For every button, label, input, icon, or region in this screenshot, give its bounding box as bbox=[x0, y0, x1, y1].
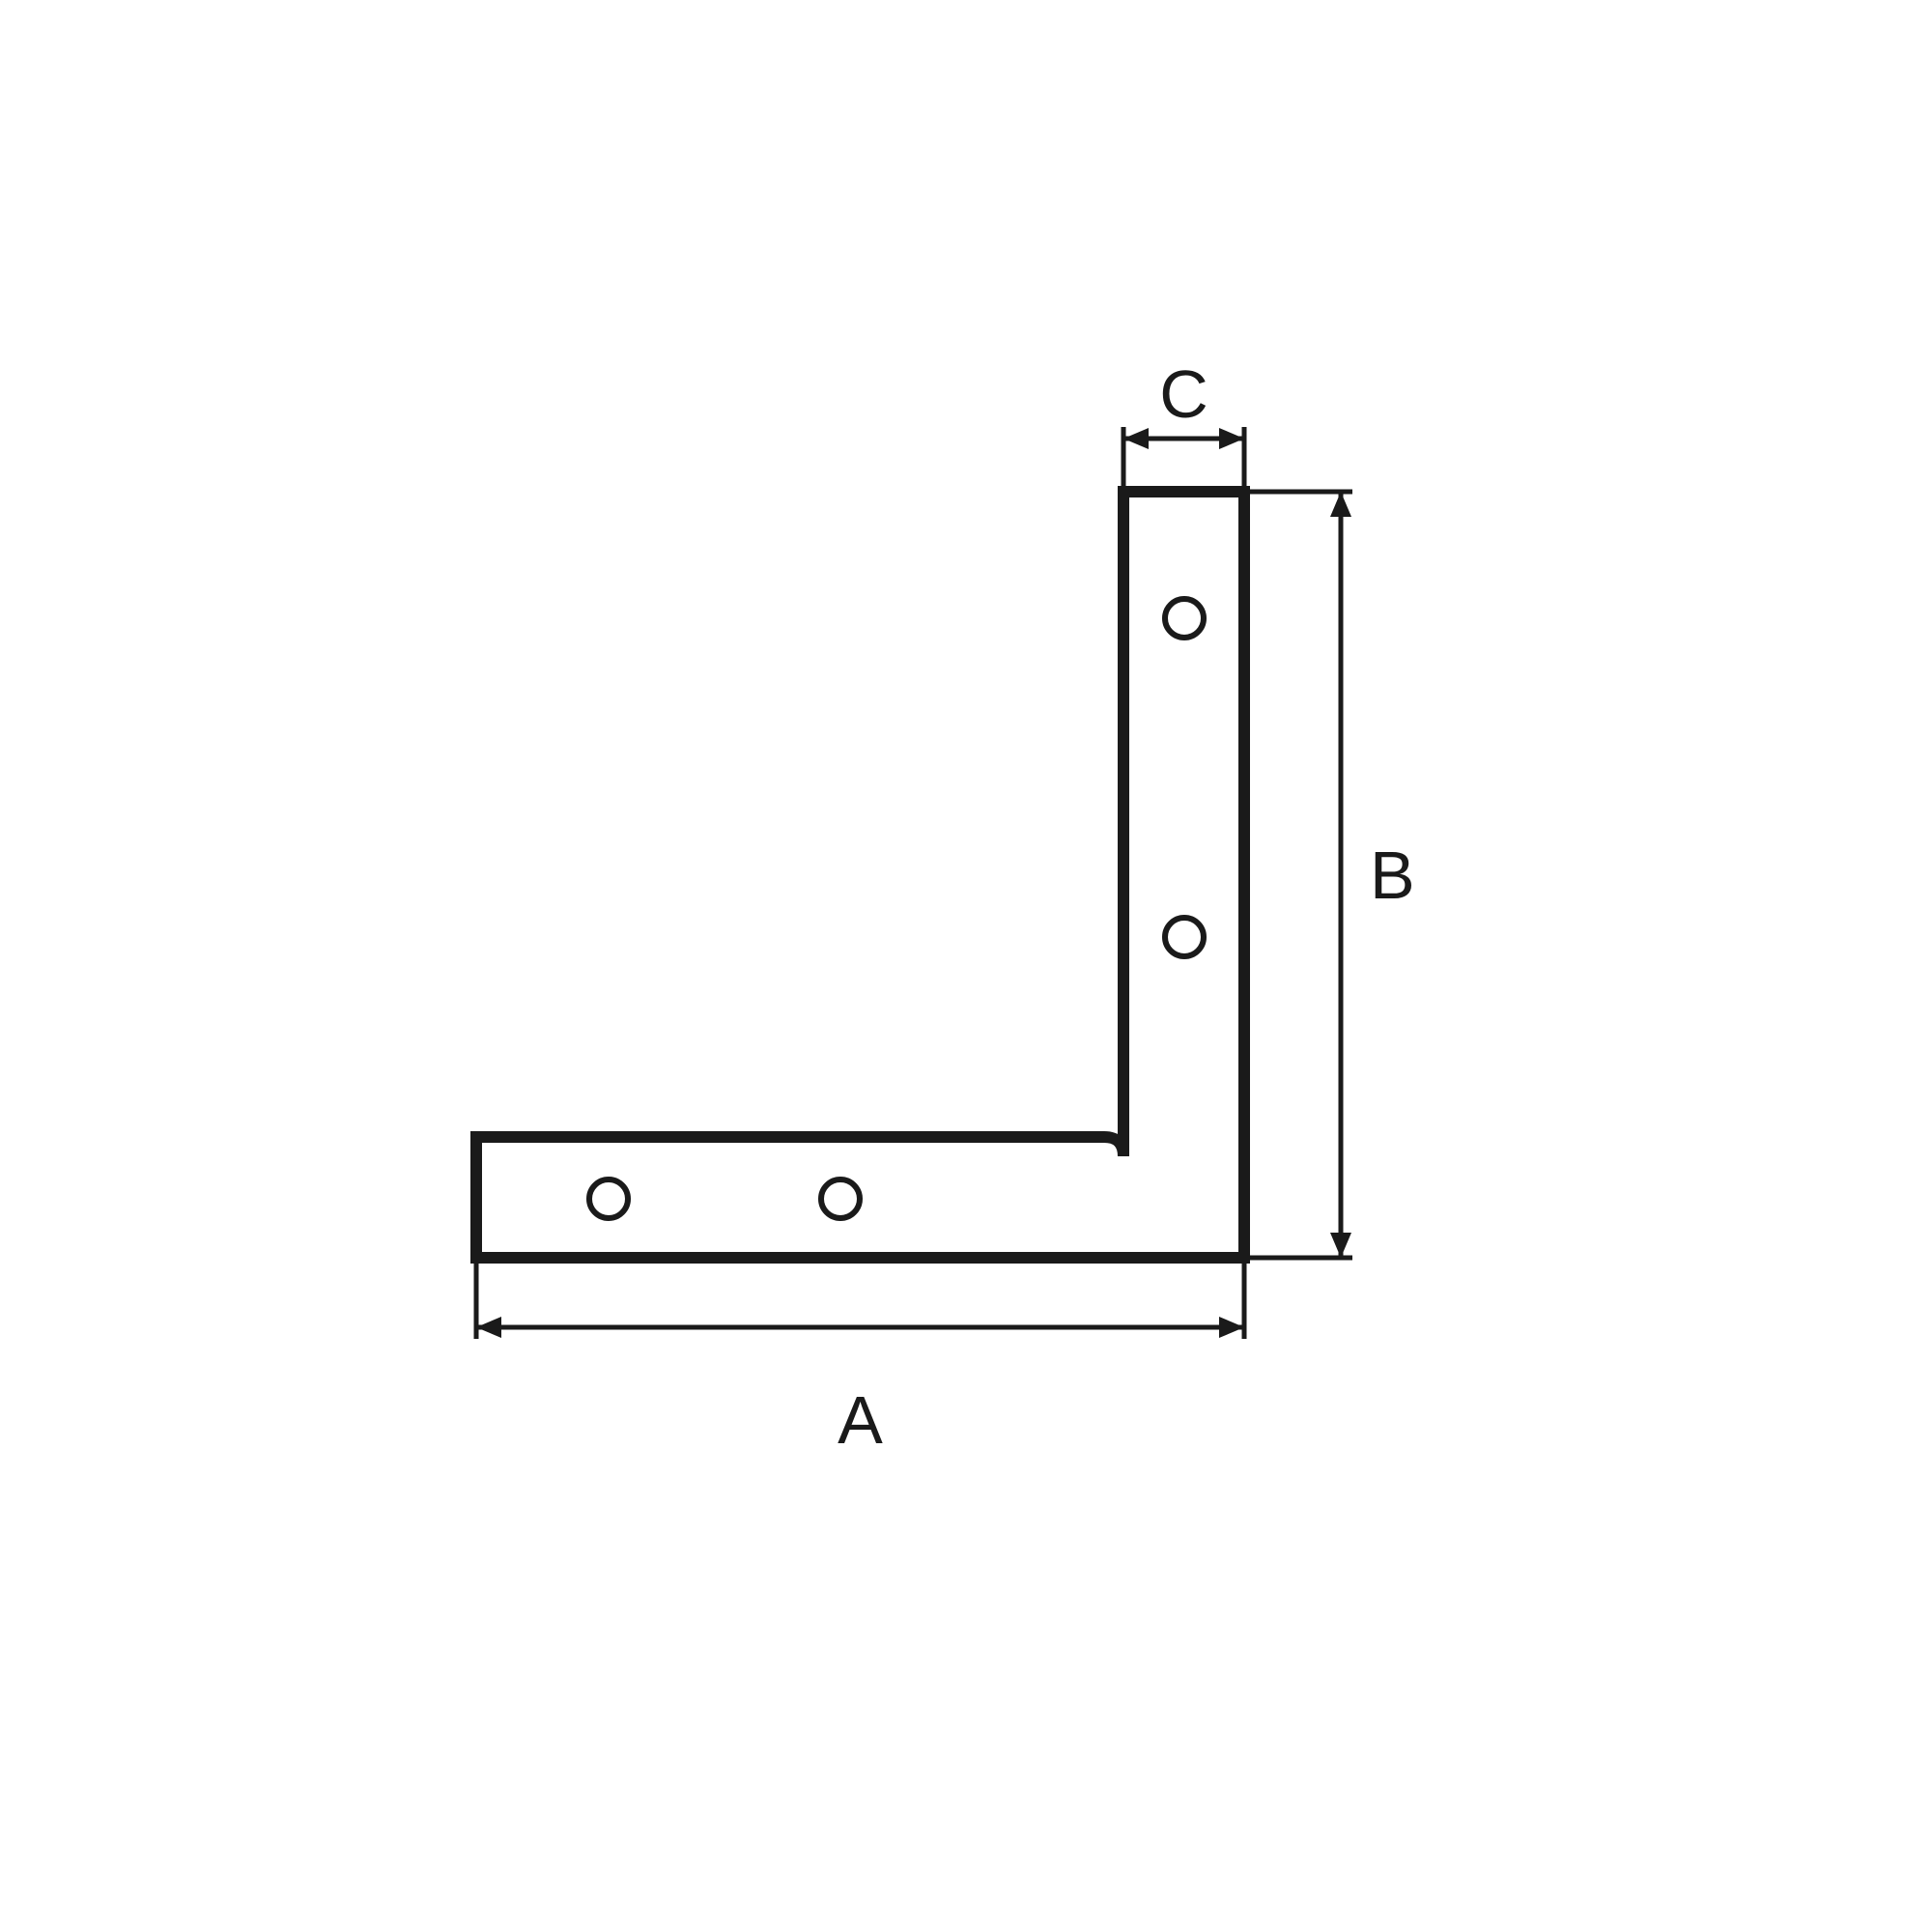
bracket-technical-drawing: A B C bbox=[0, 0, 1932, 1932]
dimension-c-label: C bbox=[1159, 356, 1208, 432]
dimension-a: A bbox=[476, 1258, 1244, 1458]
dimension-a-label: A bbox=[838, 1382, 883, 1458]
dimension-b: B bbox=[1244, 492, 1415, 1258]
screw-hole bbox=[1165, 918, 1204, 956]
dimension-c: C bbox=[1123, 356, 1244, 492]
screw-holes bbox=[589, 599, 1204, 1218]
dimension-b-label: B bbox=[1370, 838, 1415, 913]
screw-hole bbox=[1165, 599, 1204, 638]
screw-hole bbox=[589, 1179, 628, 1218]
l-bracket-outline bbox=[476, 492, 1244, 1258]
screw-hole bbox=[821, 1179, 860, 1218]
